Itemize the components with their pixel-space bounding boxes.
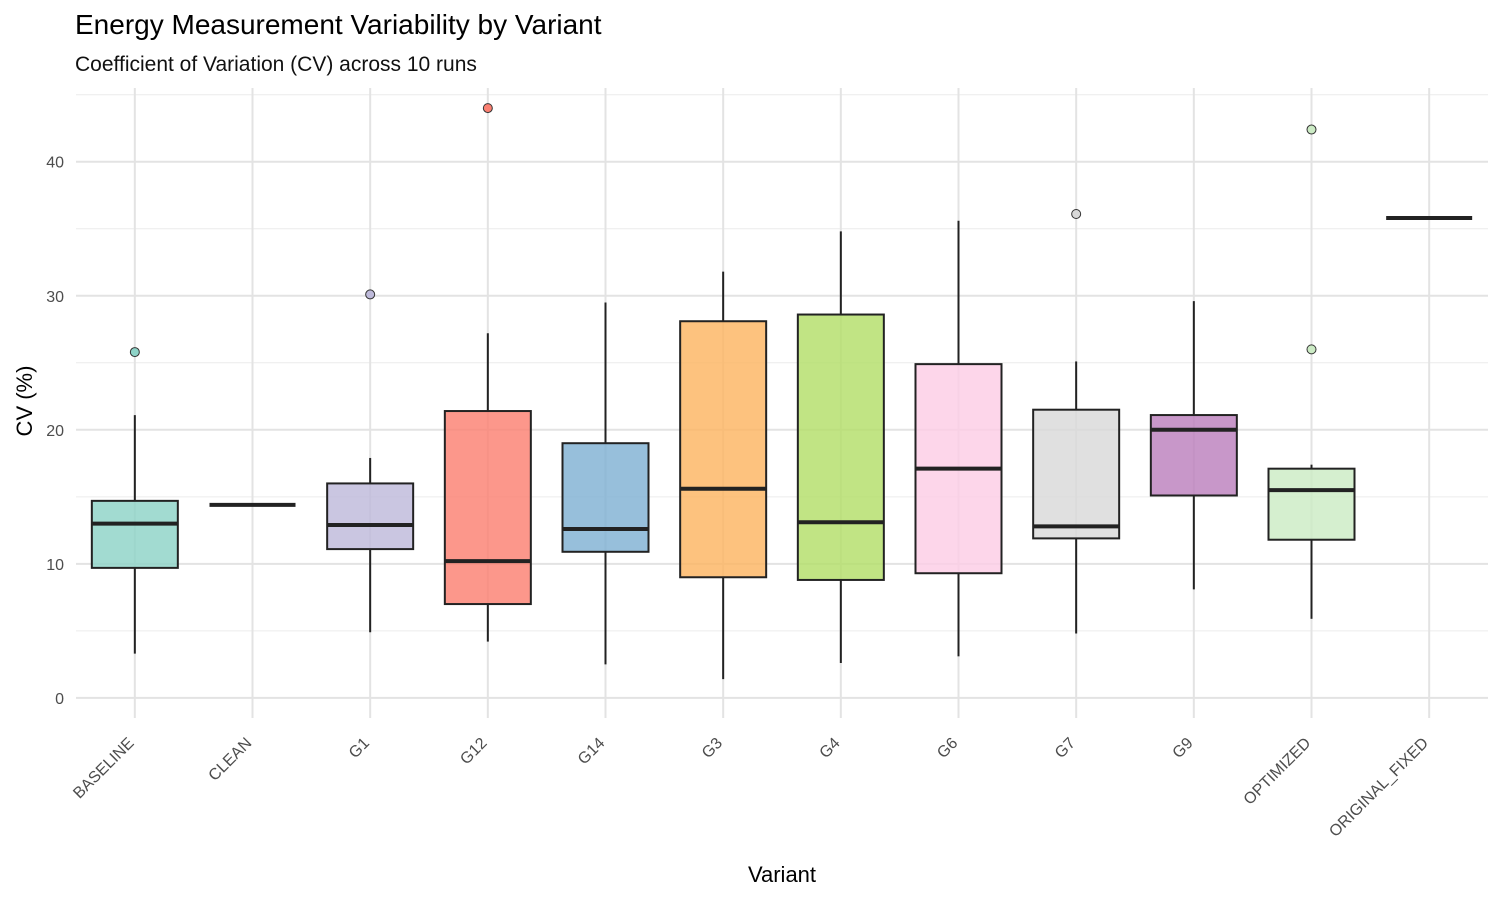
chart-subtitle: Coefficient of Variation (CV) across 10 … xyxy=(75,53,477,76)
chart-title: Energy Measurement Variability by Varian… xyxy=(75,9,602,40)
box-g14 xyxy=(561,302,650,665)
x-tick-label: G4 xyxy=(817,735,844,762)
y-tick-label: 30 xyxy=(46,289,64,306)
y-axis-title: CV (%) xyxy=(12,366,37,437)
box-iqr xyxy=(1032,408,1121,540)
y-tick-label: 40 xyxy=(46,155,64,172)
y-axis-ticks: 0 10 20 30 40 xyxy=(46,155,64,708)
x-axis-title: Variant xyxy=(748,862,816,887)
outlier-point xyxy=(482,103,493,114)
box-g6 xyxy=(914,220,1003,657)
boxes xyxy=(90,103,1473,680)
box-g4 xyxy=(796,231,885,664)
outlier-point xyxy=(1306,124,1317,135)
box-iqr xyxy=(443,410,532,606)
y-tick-label: 10 xyxy=(46,557,64,574)
box-g12 xyxy=(443,103,532,642)
box-g3 xyxy=(679,271,768,680)
box-iqr xyxy=(326,482,415,551)
outlier-point xyxy=(1071,209,1082,219)
x-tick-label: G12 xyxy=(457,735,490,768)
y-tick-label: 0 xyxy=(55,691,64,708)
box-optimized xyxy=(1267,124,1356,619)
box-iqr xyxy=(90,499,179,569)
x-tick-label: G6 xyxy=(934,735,961,762)
x-tick-label: BASELINE xyxy=(70,735,137,802)
box-g9 xyxy=(1149,301,1238,590)
box-g7 xyxy=(1032,209,1121,634)
outlier-point xyxy=(1306,344,1317,355)
box-iqr xyxy=(561,442,650,553)
grid-lines xyxy=(76,88,1488,718)
box-iqr xyxy=(1149,414,1238,497)
x-tick-label: G9 xyxy=(1170,735,1197,762)
box-baseline xyxy=(90,347,179,654)
y-tick-label: 20 xyxy=(46,423,64,440)
x-tick-label: CLEAN xyxy=(206,735,256,785)
box-iqr xyxy=(679,320,768,579)
outlier-point xyxy=(129,347,140,358)
x-tick-label: OPTIMIZED xyxy=(1241,735,1315,809)
box-iqr xyxy=(1267,467,1356,541)
x-tick-label: G7 xyxy=(1052,735,1079,762)
box-g1 xyxy=(326,289,415,633)
x-tick-label: G3 xyxy=(699,735,726,762)
x-tick-label: G1 xyxy=(346,735,373,762)
x-tick-label: ORIGINAL_FIXED xyxy=(1326,735,1432,841)
x-tick-label: G14 xyxy=(575,735,608,768)
x-axis-ticks: BASELINE CLEAN G1 G12 G14 G3 G4 G6 G7 G9 OPTIMIZED… xyxy=(70,735,1432,841)
box-iqr xyxy=(796,313,885,581)
outlier-point xyxy=(365,289,376,300)
